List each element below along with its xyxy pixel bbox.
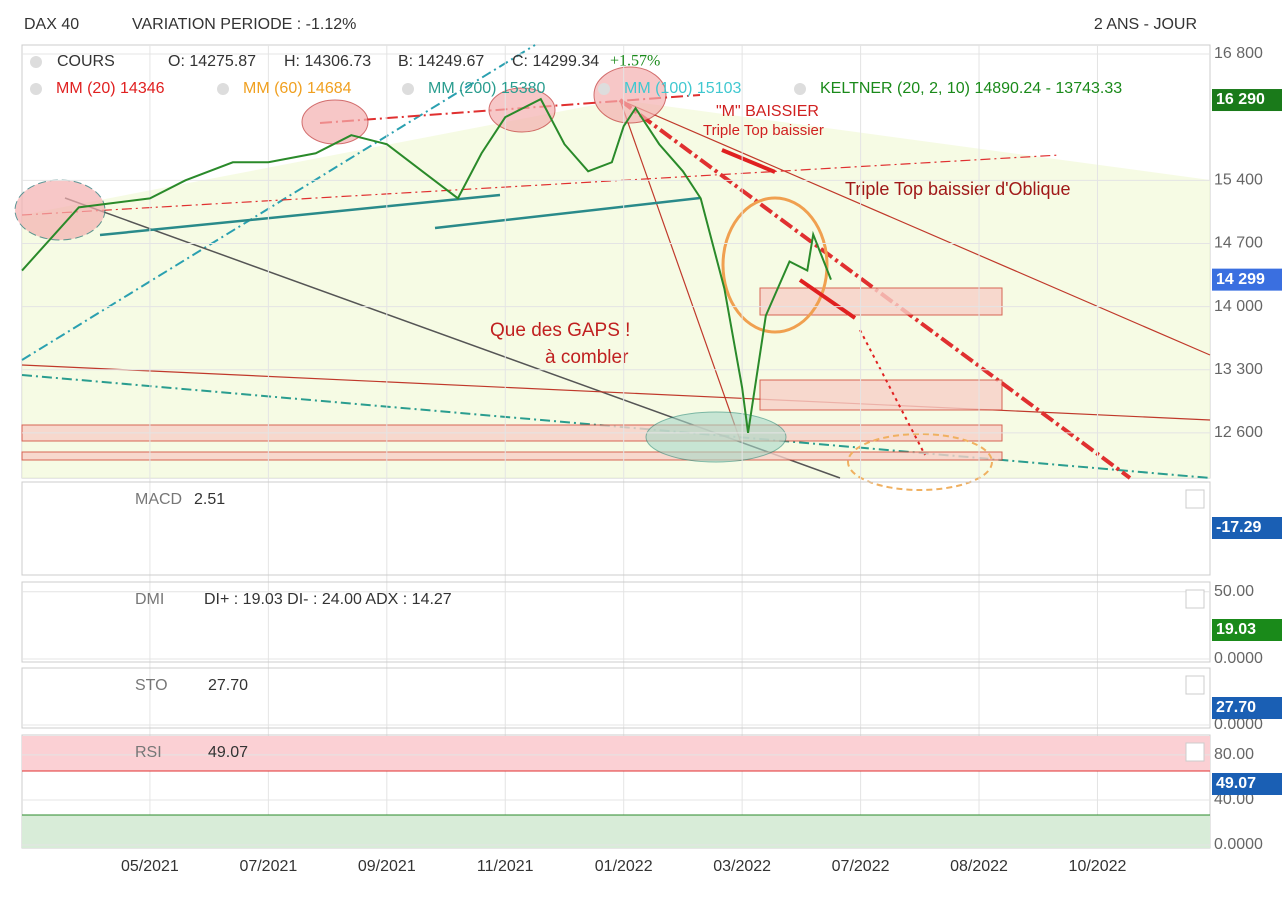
- legend-item: +1.57%: [610, 53, 660, 70]
- legend-icon: [402, 83, 414, 95]
- y-tick-label: 16 800: [1214, 45, 1263, 62]
- indicator-panel: [21, 481, 1211, 576]
- annotation: Triple Top baissier: [703, 122, 824, 139]
- panel-badge-label: 19.03: [1216, 621, 1256, 638]
- legend-item: MM (100) 15103: [624, 80, 742, 97]
- panel-badge: [1212, 697, 1282, 719]
- x-tick-label: 09/2021: [358, 858, 416, 875]
- panel-label: STO: [135, 677, 168, 694]
- legend-item: MM (200) 15380: [428, 80, 546, 97]
- price-badge-label: 16 290: [1216, 91, 1265, 108]
- legend-value: 14346: [120, 80, 165, 97]
- y-tick-label: 0.0000: [1214, 836, 1263, 853]
- price-badge: [1212, 268, 1282, 291]
- annotation: Que des GAPS !: [490, 320, 630, 341]
- annotation: "M" BAISSIER: [716, 103, 819, 120]
- legend-value: 14890.24 - 13743.33: [974, 80, 1122, 97]
- legend-item: COURS: [57, 53, 115, 70]
- legend-value: 15380: [501, 80, 546, 97]
- panel-checkbox[interactable]: [1185, 589, 1205, 609]
- x-tick-label: 10/2022: [1069, 858, 1127, 875]
- indicator-panel: [21, 581, 1211, 663]
- legend-value: 15103: [697, 80, 742, 97]
- x-tick-label: 03/2022: [713, 858, 771, 875]
- y-tick-label: 12 600: [1214, 424, 1263, 441]
- legend-name: MM (200): [428, 80, 496, 97]
- x-tick-label: 01/2022: [595, 858, 653, 875]
- panel-badge-label: -17.29: [1216, 519, 1261, 536]
- legend-item: KELTNER (20, 2, 10) 14890.24 - 13743.33: [820, 80, 1122, 97]
- indicator-panel: [21, 667, 1211, 729]
- legend-item: H: 14306.73: [284, 53, 371, 70]
- period: 2 ANS - JOUR: [1094, 16, 1197, 33]
- x-tick-label: 08/2022: [950, 858, 1008, 875]
- y-tick-label: 15 400: [1214, 172, 1263, 189]
- panel-value: 27.70: [208, 677, 248, 694]
- price-badge: [1212, 89, 1282, 112]
- legend-icon: [794, 83, 806, 95]
- panel-label: DMI: [135, 591, 164, 608]
- panel-badge: [1212, 517, 1282, 539]
- y-tick-label: 50.00: [1214, 583, 1254, 600]
- legend-name: MM (100): [624, 80, 692, 97]
- legend-name: MM (60): [243, 80, 303, 97]
- x-tick-label: 11/2021: [477, 858, 534, 875]
- legend-item: B: 14249.67: [398, 53, 484, 70]
- y-tick-label: 13 300: [1214, 361, 1263, 378]
- x-tick-label: 07/2021: [239, 858, 297, 875]
- legend-item: C: 14299.34: [512, 53, 599, 70]
- panel-value: 2.51: [194, 491, 225, 508]
- x-tick-label: 05/2021: [121, 858, 179, 875]
- y-tick-label: 14 000: [1214, 298, 1263, 315]
- legend-icon: [598, 83, 610, 95]
- legend-item: O: 14275.87: [168, 53, 256, 70]
- panel-checkbox[interactable]: [1185, 742, 1205, 762]
- y-tick-label: 40.00: [1214, 791, 1254, 808]
- panel-label: RSI: [135, 744, 162, 761]
- panel-checkbox[interactable]: [1185, 675, 1205, 695]
- y-tick-label: 0.0000: [1214, 716, 1263, 733]
- trend-lines: [14, 44, 1211, 491]
- legend-icon: [30, 56, 42, 68]
- panel-badge: [1212, 773, 1282, 795]
- legend-name: KELTNER (20, 2, 10): [820, 80, 970, 97]
- panel-value: 49.07: [208, 744, 248, 761]
- panel-badge-label: 49.07: [1216, 775, 1256, 792]
- variation: VARIATION PERIODE : -1.12%: [132, 16, 356, 33]
- x-tick-label: 07/2022: [832, 858, 890, 875]
- annotation: à combler: [545, 347, 629, 368]
- panel-badge-label: 27.70: [1216, 699, 1256, 716]
- y-tick-label: 14 700: [1214, 235, 1263, 252]
- panel-badge: [1212, 619, 1282, 641]
- panel-checkbox[interactable]: [1185, 489, 1205, 509]
- annotation: Triple Top baissier d'Oblique: [845, 179, 1071, 199]
- legend-item: MM (60) 14684: [243, 80, 352, 97]
- legend-value: 14684: [307, 80, 352, 97]
- price-badge-label: 14 299: [1216, 271, 1265, 288]
- overbought-zone: [22, 736, 1210, 771]
- legend-icon: [30, 83, 42, 95]
- oversold-zone: [22, 815, 1210, 848]
- panel-label: MACD: [135, 491, 182, 508]
- legend-item: MM (20) 14346: [56, 80, 165, 97]
- panel-value: DI+ : 19.03 DI- : 24.00 ADX : 14.27: [204, 591, 452, 608]
- y-tick-label: 80.00: [1214, 746, 1254, 763]
- symbol: DAX 40: [24, 16, 79, 33]
- legend-icon: [217, 83, 229, 95]
- legend-name: MM (20): [56, 80, 116, 97]
- price-line: [21, 97, 832, 434]
- y-tick-label: 0.0000: [1214, 650, 1263, 667]
